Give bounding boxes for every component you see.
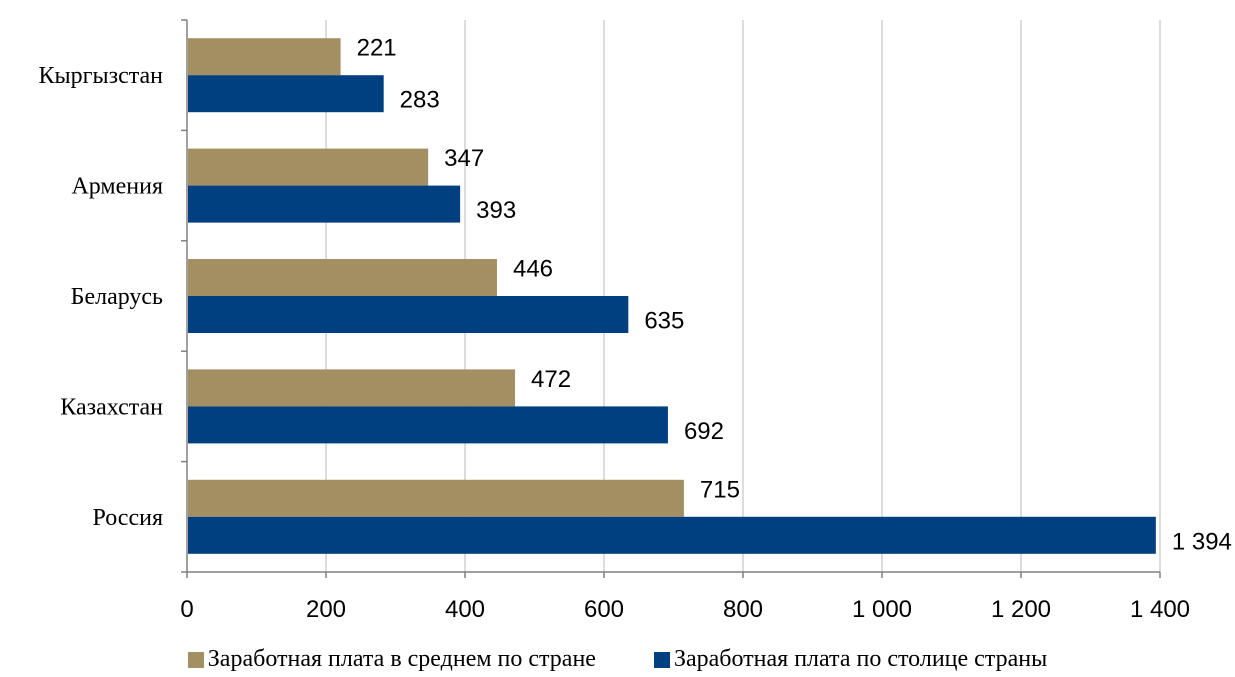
- category-label: Армения: [71, 174, 163, 200]
- data-label: 393: [476, 197, 516, 224]
- category-label: Кыргызстан: [38, 63, 163, 89]
- data-label: 1 394: [1172, 528, 1232, 555]
- bar: [188, 369, 516, 407]
- legend: Заработная плата в среднем по стране Зар…: [0, 642, 1235, 677]
- x-tick-label: 800: [723, 596, 763, 623]
- x-tick-label: 1 400: [1130, 596, 1190, 623]
- x-tick-label: 200: [306, 596, 346, 623]
- data-label: 446: [513, 256, 553, 283]
- bars: [188, 38, 1156, 554]
- data-label: 347: [444, 145, 484, 172]
- data-label: 635: [644, 308, 684, 335]
- bar: [188, 479, 684, 517]
- data-label: 283: [400, 87, 440, 114]
- x-tick-label: 400: [445, 596, 485, 623]
- data-label: 715: [700, 476, 740, 503]
- bar: [188, 296, 629, 333]
- bar: [188, 516, 1156, 554]
- bar-chart: 0 200 400 600 800 1 000 1 200 1 400 Кыргызстан 22…: [38, 19, 1232, 623]
- legend-swatch-national: [187, 651, 204, 668]
- x-tick-label: 1 200: [991, 596, 1051, 623]
- category-label: Россия: [92, 505, 163, 531]
- legend-label-capital: Заработная плата по столице страны: [673, 646, 1048, 672]
- legend-label-national: Заработная плата в среднем по стране: [207, 646, 596, 672]
- bar: [188, 406, 668, 444]
- data-label: 692: [684, 418, 724, 445]
- category-label: Беларусь: [71, 284, 163, 310]
- x-tick-label: 0: [180, 596, 193, 623]
- x-tick-label: 1 000: [852, 596, 912, 623]
- data-label: 472: [531, 366, 571, 393]
- category-label: Казахстан: [60, 394, 163, 420]
- bar: [188, 148, 429, 186]
- bar: [188, 185, 461, 223]
- labels: 0 200 400 600 800 1 000 1 200 1 400 Кыргызстан 22…: [38, 35, 1231, 623]
- legend-swatch-capital: [653, 651, 670, 668]
- bar: [188, 38, 341, 76]
- axes: [181, 19, 1161, 578]
- x-tick-label: 600: [584, 596, 624, 623]
- bar: [188, 259, 497, 296]
- legend-item-national: Заработная плата в среднем по стране: [187, 642, 596, 677]
- bar: [188, 75, 384, 113]
- data-label: 221: [357, 35, 397, 62]
- legend-item-capital: Заработная плата по столице страны: [653, 642, 1048, 677]
